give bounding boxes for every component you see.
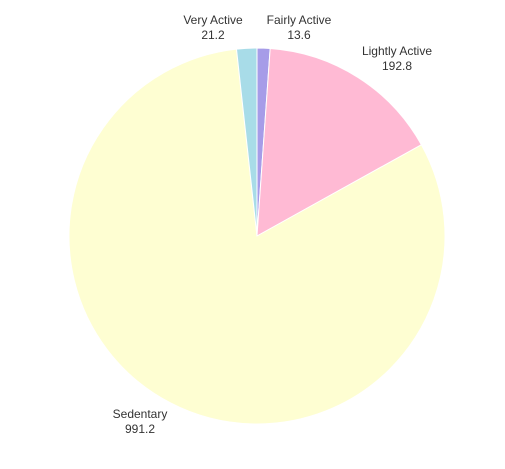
pie-slice-sedentary[interactable] (68, 48, 446, 425)
pie-slice-very-active[interactable] (235, 47, 258, 237)
pie-slice-lightly-active[interactable] (256, 47, 423, 237)
slice-label-very-active: Very Active (183, 13, 243, 27)
slice-label-sedentary: Sedentary (113, 407, 168, 421)
slice-value-fairly-active: 13.6 (287, 28, 311, 42)
slice-value-sedentary: 991.2 (125, 422, 155, 436)
pie-slices (68, 47, 446, 425)
slice-value-lightly-active: 192.8 (382, 59, 412, 73)
slice-value-very-active: 21.2 (201, 28, 225, 42)
slice-label-fairly-active: Fairly Active (267, 13, 332, 27)
slice-label-lightly-active: Lightly Active (362, 44, 432, 58)
